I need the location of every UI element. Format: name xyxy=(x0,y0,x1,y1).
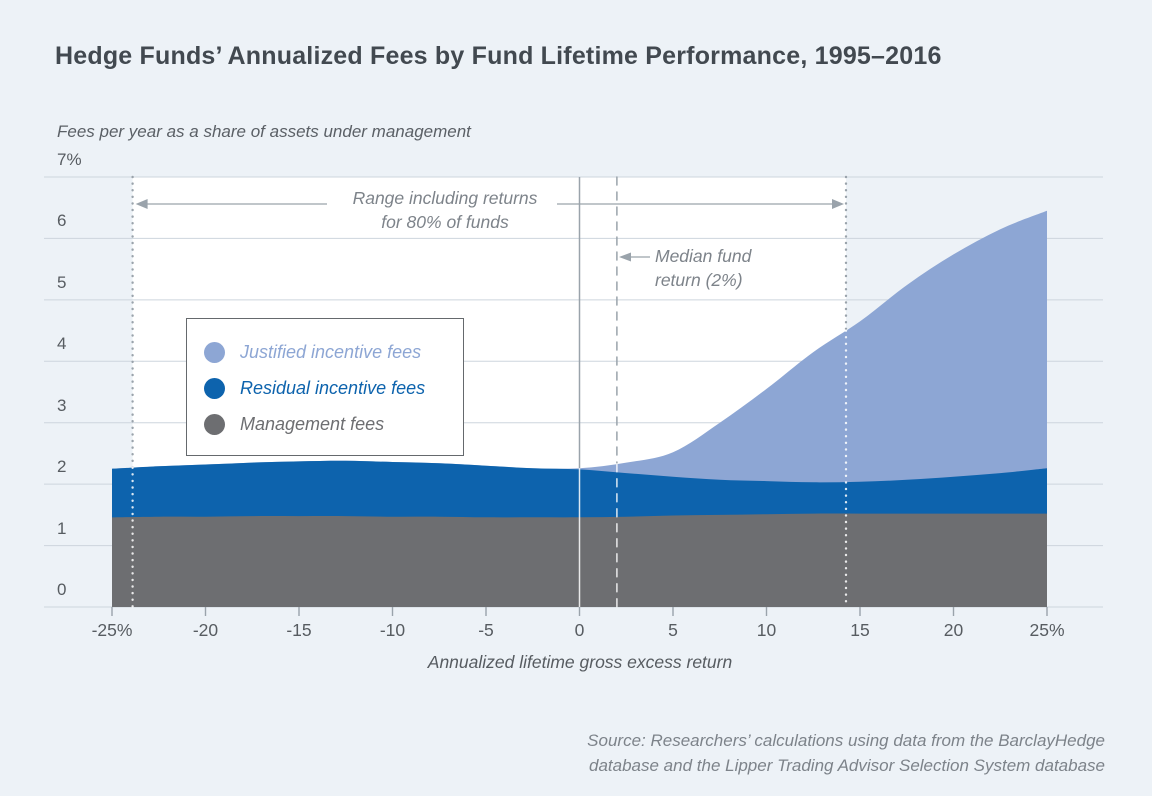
x-tick-label: 25% xyxy=(1029,620,1065,640)
source-line2: database and the Lipper Trading Advisor … xyxy=(589,756,1105,775)
legend-item: Management fees xyxy=(204,406,453,442)
y-tick-label: 7% xyxy=(57,150,82,169)
x-tick-label: 15 xyxy=(850,620,870,640)
x-tick-label: 0 xyxy=(574,620,585,640)
y-tick-label: 1 xyxy=(57,518,67,538)
y-tick-label: 0 xyxy=(57,580,67,599)
y-tick-label: 5 xyxy=(57,272,67,292)
median-annotation-line1: Median fund xyxy=(655,246,752,266)
source-line1: Source: Researchers’ calculations using … xyxy=(587,731,1105,750)
legend-label: Management fees xyxy=(240,413,385,434)
range-annotation: Range including returns for 80% of funds xyxy=(325,186,565,234)
median-annotation-line2: return (2%) xyxy=(655,270,743,290)
x-tick-label: -25% xyxy=(91,620,133,640)
legend-item: Residual incentive fees xyxy=(204,370,453,406)
x-tick-label: -15 xyxy=(286,620,312,640)
y-tick-label: 6 xyxy=(57,211,67,231)
x-tick-label: 10 xyxy=(756,620,777,640)
range-annotation-line1: Range including returns xyxy=(352,188,538,208)
x-axis-title: Annualized lifetime gross excess return xyxy=(427,652,733,672)
legend-swatch-management-icon xyxy=(204,413,225,435)
y-tick-label: 4 xyxy=(57,334,67,354)
legend-item: Justified incentive fees xyxy=(204,334,453,370)
y-tick-label: 3 xyxy=(57,395,67,415)
page-title: Hedge Funds’ Annualized Fees by Fund Lif… xyxy=(55,42,942,70)
x-tick-label: -20 xyxy=(192,620,219,640)
y-axis-title: Fees per year as a share of assets under… xyxy=(57,122,471,141)
x-tick-label: 5 xyxy=(668,620,678,640)
x-tick-label: 20 xyxy=(943,620,964,640)
x-tick-label: -10 xyxy=(379,620,406,640)
x-tick-label: -5 xyxy=(478,620,494,640)
y-tick-label: 2 xyxy=(57,457,67,477)
source-note: Source: Researchers’ calculations using … xyxy=(587,728,1105,778)
legend-swatch-justified-icon xyxy=(204,341,225,363)
legend-label: Justified incentive fees xyxy=(240,341,422,362)
chart-legend: Justified incentive fees Residual incent… xyxy=(186,318,464,456)
median-annotation: Median fund return (2%) xyxy=(655,244,825,292)
legend-label: Residual incentive fees xyxy=(240,377,426,398)
legend-swatch-residual-icon xyxy=(204,377,225,399)
range-annotation-line2: for 80% of funds xyxy=(381,212,509,232)
